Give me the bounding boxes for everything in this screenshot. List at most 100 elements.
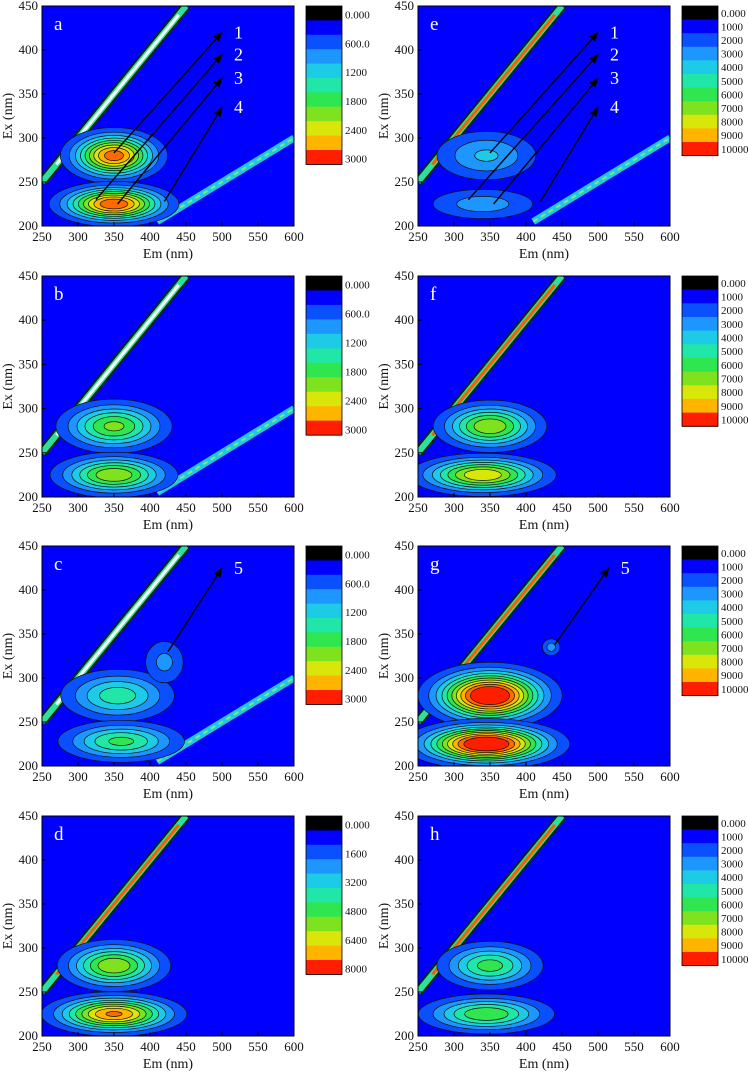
x-tick-label: 350: [480, 769, 500, 784]
x-tick-label: 600: [660, 1039, 680, 1054]
y-axis-label: Ex (nm): [377, 633, 392, 680]
annotation-arrow-2: [467, 53, 599, 201]
contour-peak-e-1: [436, 131, 537, 181]
colorbar-swatch: [682, 668, 718, 683]
colorbar-swatch: [306, 690, 342, 705]
x-tick-label: 600: [660, 500, 680, 515]
contour-peak-g-1: [418, 661, 563, 730]
colorbar-tick-label: 0.000: [721, 818, 746, 830]
x-tick-label: 450: [176, 1039, 196, 1054]
x-tick-label: 250: [32, 229, 52, 244]
colorbar-swatch: [682, 870, 718, 885]
panel-c: 250 300 350 400 450 500 550 6002002503003504004…: [1, 538, 370, 802]
colorbar-swatch: [682, 303, 718, 318]
x-tick-label: 450: [176, 229, 196, 244]
x-tick-label: 600: [660, 229, 680, 244]
x-tick-label: 300: [68, 1039, 88, 1054]
colorbar-swatch: [306, 135, 342, 151]
colorbar-swatch: [306, 304, 342, 320]
colorbar-tick-label: 5000: [721, 76, 744, 88]
y-tick-label: 300: [19, 670, 39, 685]
y-tick-label: 250: [395, 984, 415, 999]
colorbar-swatch: [682, 289, 718, 304]
x-tick-label: 450: [552, 229, 572, 244]
colorbar-swatch: [306, 844, 342, 860]
contour-peak-f-2: [418, 452, 557, 497]
x-tick-label: 600: [660, 769, 680, 784]
colorbar-tick-label: 4000: [721, 62, 744, 74]
y-tick-label: 450: [19, 0, 39, 13]
panel-h: 250 300 350 400 450 500 550 6002002503003504004…: [377, 808, 748, 1072]
colorbar-tick-label: 0.000: [721, 278, 746, 290]
colorbar-swatch: [306, 333, 342, 349]
colorbar-swatch: [306, 675, 342, 691]
panel-label-h: h: [430, 824, 440, 845]
colorbar-swatch: [306, 319, 342, 335]
panel-e: 250 300 350 400 450 500 550 6002002503003504004…: [377, 0, 748, 262]
second-order-scatter-a: [155, 135, 294, 225]
annotation-arrow-4: [163, 106, 223, 202]
plot-frame-f: [417, 275, 671, 498]
panel-d: 250 300 350 400 450 500 550 6002002503003504004…: [1, 808, 370, 1072]
x-tick-label: 500: [588, 1039, 608, 1054]
colorbar-tick-label: 1800: [345, 366, 368, 378]
colorbar-tick-label: 2400: [345, 125, 368, 137]
y-tick-label: 350: [19, 896, 39, 911]
colorbar-swatch: [306, 20, 342, 36]
x-tick-label: 400: [516, 229, 536, 244]
colorbar-tick-label: 3000: [721, 859, 744, 871]
plot-frame-e: [417, 5, 671, 227]
panel-label-d: d: [54, 824, 64, 845]
colorbar-swatch: [682, 142, 718, 157]
annotation-label-1: 1: [234, 22, 243, 42]
x-axis-label: Em (nm): [519, 247, 569, 262]
colorbar-swatch: [306, 589, 342, 605]
annotation-arrow-3: [117, 77, 223, 205]
x-axis-label: Em (nm): [143, 787, 193, 802]
x-tick-label: 300: [68, 229, 88, 244]
colorbar-tick-label: 8000: [721, 657, 744, 669]
x-tick-label: 400: [140, 769, 160, 784]
contour-peak-c-3: [145, 641, 184, 684]
colorbar-swatch: [682, 101, 718, 116]
x-tick-label: 400: [516, 769, 536, 784]
colorbar-c: 0.000 600.0 1200 1800 2400 3000: [305, 545, 370, 706]
x-tick-label: 500: [588, 229, 608, 244]
x-tick-label: 500: [588, 769, 608, 784]
panel-label-e: e: [430, 14, 438, 35]
y-tick-label: 200: [395, 758, 415, 773]
y-axis-label: Ex (nm): [377, 363, 392, 410]
colorbar-swatch: [306, 290, 342, 306]
colorbar-tick-label: 9000: [721, 130, 744, 142]
plot-frame-g: [417, 545, 671, 767]
y-tick-label: 350: [19, 356, 39, 371]
x-tick-label: 250: [408, 1039, 428, 1054]
colorbar-swatch: [682, 911, 718, 926]
panel-a: 250 300 350 400 450 500 550 6002002503003504004…: [1, 0, 370, 262]
contour-peak-e-2: [432, 189, 533, 219]
x-tick-label: 450: [552, 500, 572, 515]
colorbar-swatch: [306, 902, 342, 918]
colorbar-swatch: [306, 420, 342, 436]
colorbar-swatch: [682, 6, 718, 21]
colorbar-tick-label: 7000: [721, 643, 744, 655]
colorbar-tick-label: 1200: [345, 607, 368, 619]
panel-label-f: f: [430, 284, 437, 305]
y-tick-label: 250: [395, 714, 415, 729]
plot-background-e: [418, 6, 670, 226]
panel-b: 250 300 350 400 450 500 550 6002002503003504004…: [1, 268, 370, 533]
y-tick-label: 350: [395, 86, 415, 101]
y-tick-label: 300: [19, 940, 39, 955]
colorbar-swatch: [682, 33, 718, 48]
x-tick-label: 550: [248, 500, 268, 515]
colorbar-swatch: [682, 641, 718, 656]
x-tick-label: 600: [284, 229, 304, 244]
second-order-scatter-e: [531, 135, 670, 225]
contour-peak-a-2: [48, 180, 180, 226]
annotation-label-2: 2: [610, 44, 619, 64]
annotation-arrow-1: [489, 31, 599, 154]
x-axis-label: Em (nm): [519, 518, 569, 533]
x-tick-label: 300: [444, 769, 464, 784]
colorbar-swatch: [682, 952, 718, 967]
